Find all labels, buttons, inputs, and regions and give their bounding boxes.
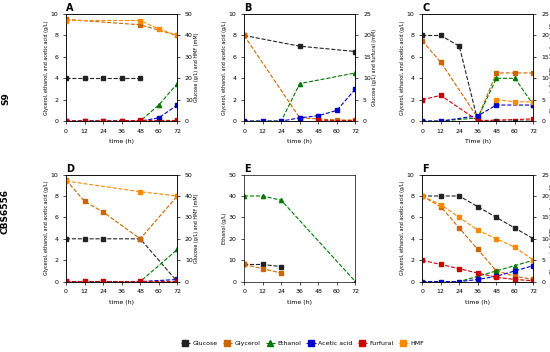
Y-axis label: Glycerol, ethanol, and acetic acid (g/L): Glycerol, ethanol, and acetic acid (g/L) bbox=[400, 20, 405, 115]
X-axis label: time (h): time (h) bbox=[465, 300, 491, 305]
X-axis label: time (h): time (h) bbox=[287, 300, 312, 305]
X-axis label: time (h): time (h) bbox=[287, 139, 312, 144]
Y-axis label: Ethanol (g/L): Ethanol (g/L) bbox=[222, 212, 227, 244]
Text: F: F bbox=[422, 164, 429, 174]
Y-axis label: Glycerol, ethanol, and acetic acid (g/L): Glycerol, ethanol, and acetic acid (g/L) bbox=[44, 181, 49, 275]
Y-axis label: Glycerol, ethanol, and acetic acid (g/L): Glycerol, ethanol, and acetic acid (g/L) bbox=[222, 20, 227, 115]
X-axis label: Time (h): Time (h) bbox=[465, 139, 491, 144]
Y-axis label: Glycerol, ethanol, and acetic acid (g/L): Glycerol, ethanol, and acetic acid (g/L) bbox=[400, 181, 405, 275]
Text: C: C bbox=[422, 3, 430, 13]
Text: E: E bbox=[244, 164, 251, 174]
Y-axis label: Glucose (g/L) and HMF (mM): Glucose (g/L) and HMF (mM) bbox=[194, 33, 199, 102]
X-axis label: time (h): time (h) bbox=[109, 300, 134, 305]
Text: S9: S9 bbox=[1, 92, 10, 105]
Y-axis label: Glucose (g/L) and furfural (mM): Glucose (g/L) and furfural (mM) bbox=[372, 29, 377, 106]
Y-axis label: Glycerol, ethanol, and acetic acid (g/L): Glycerol, ethanol, and acetic acid (g/L) bbox=[44, 20, 49, 115]
Text: A: A bbox=[66, 3, 74, 13]
Legend: Glucose, Glycerol, Ethanol, Acetic acid, Furfural, HMF: Glucose, Glycerol, Ethanol, Acetic acid,… bbox=[178, 339, 427, 349]
X-axis label: time (h): time (h) bbox=[109, 139, 134, 144]
Text: CBS6556: CBS6556 bbox=[1, 189, 10, 234]
Text: B: B bbox=[244, 3, 251, 13]
Text: D: D bbox=[66, 164, 74, 174]
Y-axis label: Glucose (g/L) and HMF (mM): Glucose (g/L) and HMF (mM) bbox=[194, 193, 199, 263]
